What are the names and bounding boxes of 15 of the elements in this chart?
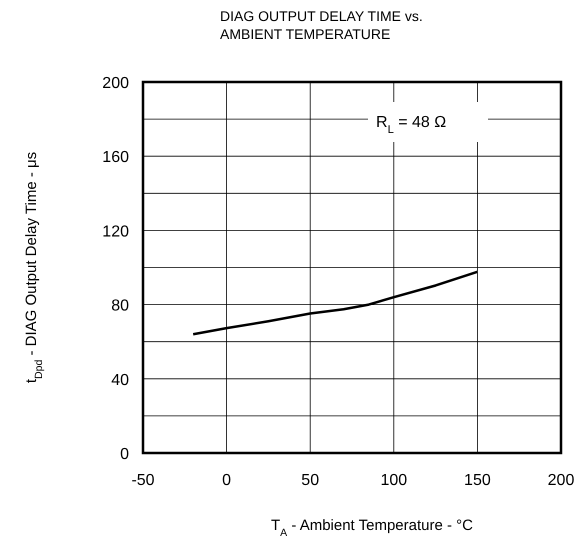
x-tick-label: 100 <box>380 472 408 489</box>
y-tick-label: 200 <box>102 75 130 92</box>
y-tick-label: 160 <box>102 149 130 166</box>
y-tick-label: 0 <box>120 446 130 463</box>
y-tick-label: 80 <box>111 298 130 315</box>
x-axis-title: T$_{A}$ - Ambient Temperature - °C <box>271 517 474 539</box>
y-tick-label: 40 <box>111 372 130 389</box>
x-tick-label: 200 <box>548 472 574 489</box>
x-tick-label: 0 <box>222 472 232 489</box>
chart-title: DIAG OUTPUT DELAY TIME vs. AMBIENT TEMPERATURE <box>220 8 423 42</box>
x-tick-label: 150 <box>464 472 491 489</box>
annotation: R$_{L}$ = 48 Ω <box>376 114 446 136</box>
y-tick-label: 120 <box>102 223 130 240</box>
x-tick-label: 50 <box>301 472 320 489</box>
x-tick-label: -50 <box>131 472 155 489</box>
